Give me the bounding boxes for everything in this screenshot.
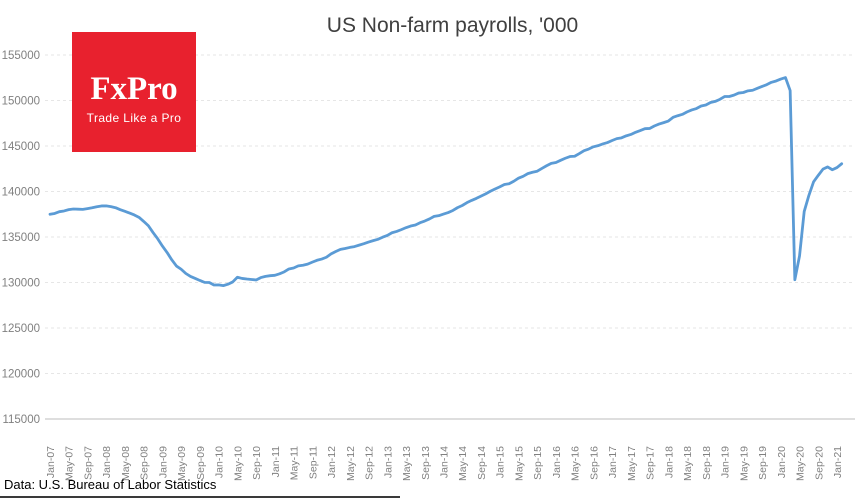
- x-axis-tick-label: May-20: [795, 446, 807, 481]
- x-axis-tick-label: Sep-15: [532, 446, 544, 480]
- x-axis-tick-label: Jan-11: [270, 446, 282, 477]
- x-axis-tick-label: May-09: [176, 446, 188, 481]
- y-axis-tick-label: 115000: [2, 414, 40, 426]
- x-axis-tick-label: May-11: [289, 446, 301, 480]
- x-axis-tick-label: Jan-15: [495, 446, 507, 478]
- y-axis-tick-label: 130000: [2, 278, 40, 290]
- chart-title: US Non-farm payrolls, '000: [326, 14, 579, 37]
- x-axis-tick-label: Jan-07: [45, 446, 57, 478]
- x-axis-tick-label: May-19: [738, 446, 750, 481]
- y-axis-tick-label: 120000: [2, 369, 40, 381]
- x-axis-tick-label: May-15: [513, 446, 525, 481]
- x-axis-tick-label: May-10: [232, 446, 244, 481]
- y-axis-tick-label: 145000: [2, 141, 40, 153]
- fxpro-tagline: Trade Like a Pro: [86, 111, 182, 125]
- x-axis-tick-label: Jan-14: [439, 446, 451, 478]
- x-axis-tick-label: Jan-09: [157, 446, 169, 478]
- x-axis-tick-label: Sep-13: [420, 446, 432, 480]
- x-axis-tick-label: May-13: [401, 446, 413, 481]
- y-axis-tick-label: 135000: [2, 232, 40, 244]
- x-axis-tick-label: Jan-17: [607, 446, 619, 478]
- x-axis-tick-label: Jan-16: [551, 446, 563, 478]
- x-axis-tick-label: Sep-14: [476, 446, 488, 480]
- x-axis-tick-label: May-14: [457, 446, 469, 481]
- x-axis-tick-label: Jan-08: [101, 446, 113, 478]
- x-axis-tick-label: Jan-19: [720, 446, 732, 478]
- x-axis-tick-label: Jan-20: [776, 446, 788, 478]
- x-axis-tick-label: Sep-19: [757, 446, 769, 480]
- x-axis-tick-label: Jan-12: [326, 446, 338, 478]
- x-axis-tick-label: May-12: [345, 446, 357, 481]
- x-axis-tick-label: Jan-18: [663, 446, 675, 478]
- payrolls-series-line: [48, 76, 844, 288]
- x-axis-tick-label: Jan-21: [832, 446, 844, 478]
- data-source-note: Data: U.S. Bureau of Labor Statistics: [4, 477, 217, 492]
- x-axis-tick-label: Sep-20: [813, 446, 825, 480]
- y-axis-tick-label: 140000: [2, 187, 40, 199]
- x-axis-tick-label: May-17: [626, 446, 638, 481]
- footer-underline: [0, 496, 400, 498]
- fxpro-logo: FxPro Trade Like a Pro: [72, 32, 196, 152]
- x-axis-tick-label: Sep-09: [195, 446, 207, 480]
- x-axis-tick-label: May-18: [682, 446, 694, 481]
- x-axis-tick-label: May-16: [570, 446, 582, 481]
- y-axis-tick-label: 150000: [2, 96, 40, 108]
- x-axis-tick-label: Sep-10: [251, 446, 263, 480]
- x-axis-tick-label: Sep-07: [82, 446, 94, 480]
- x-axis-tick-label: Sep-17: [645, 446, 657, 480]
- x-axis-tick-label: Sep-12: [364, 446, 376, 480]
- x-axis-tick-label: Sep-16: [588, 446, 600, 480]
- x-axis-tick-label: May-07: [64, 446, 76, 481]
- fxpro-wordmark: FxPro: [90, 71, 178, 107]
- x-axis-tick-label: Sep-18: [701, 446, 713, 480]
- x-axis-tick-label: Sep-11: [307, 446, 319, 479]
- y-axis-tick-label: 155000: [2, 50, 40, 62]
- x-axis-tick-label: May-08: [120, 446, 132, 481]
- x-axis-tick-label: Jan-13: [382, 446, 394, 478]
- x-axis-tick-label: Jan-10: [214, 446, 226, 478]
- x-axis-tick-label: Sep-08: [139, 446, 151, 480]
- y-axis-tick-label: 125000: [2, 323, 40, 335]
